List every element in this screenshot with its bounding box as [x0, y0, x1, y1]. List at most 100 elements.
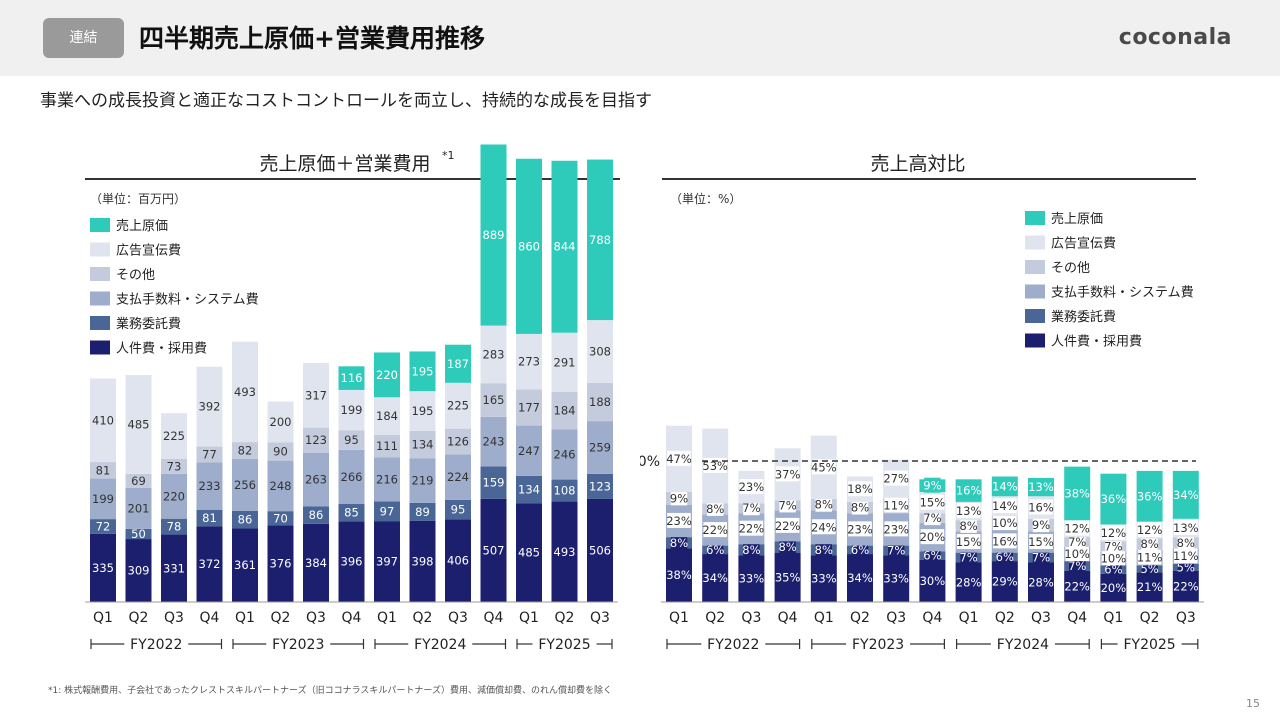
- bar-segment-fees-system: [303, 452, 329, 507]
- data-label-box: [956, 534, 981, 550]
- data-label-outsourcing: 134: [518, 483, 540, 497]
- data-label-box: [1137, 522, 1162, 538]
- data-label-fees-system: 233: [199, 479, 221, 493]
- data-label-outsourcing: 86: [309, 508, 324, 522]
- data-label-fees-system: 248: [270, 479, 292, 493]
- data-label-box: [920, 529, 945, 545]
- x-tick-label: Q4: [778, 610, 798, 626]
- bar-segment-fees-system: [267, 460, 294, 512]
- amount-unit-label: （単位：百万円）: [90, 191, 186, 206]
- data-label-box: [1174, 548, 1198, 564]
- data-label-box: [1174, 486, 1198, 502]
- data-label-box: [848, 521, 872, 537]
- bar-segment-cogs: [587, 159, 613, 321]
- data-label-fees-system: 10%: [1101, 551, 1127, 565]
- bar-segment-outsourcing: [303, 506, 329, 524]
- data-label-cogs: 844: [554, 240, 576, 254]
- data-label-fees-system: 243: [483, 435, 505, 449]
- data-label-outsourcing: 72: [96, 519, 111, 533]
- x-tick-label: Q3: [1031, 610, 1051, 626]
- data-label-advertising: 13%: [956, 504, 982, 518]
- data-label-box: [1137, 549, 1162, 565]
- data-label-advertising: 12%: [1064, 522, 1090, 536]
- data-label-box: [739, 520, 764, 536]
- data-label-other: 111: [376, 439, 398, 453]
- bar-segment-fees-system: [551, 429, 578, 480]
- data-label-advertising: 392: [199, 400, 221, 414]
- x-tick-label: Q2: [271, 610, 291, 626]
- data-label-outsourcing: 5%: [1140, 562, 1158, 576]
- data-label-advertising: 27%: [883, 472, 909, 486]
- legend-label-cogs: 売上原価: [116, 218, 168, 234]
- data-label-fees-system: 201: [128, 501, 150, 515]
- data-label-box: [775, 517, 800, 533]
- legend-swatch-cogs: [90, 218, 110, 232]
- data-label-other: 95: [344, 433, 359, 447]
- data-label-outsourcing: 89: [415, 505, 430, 519]
- data-label-box: [739, 479, 764, 495]
- bar-segment-advertising: [516, 333, 542, 390]
- data-label-other: 77: [202, 447, 217, 461]
- legend-swatch-fees-system: [90, 291, 110, 306]
- data-label-box: [1105, 538, 1122, 554]
- fiscal-year-label: FY2025: [1123, 637, 1175, 653]
- data-label-cogs: 860: [518, 239, 540, 253]
- legend-label-fees-system: 支払手数料・システム費: [116, 293, 259, 308]
- x-tick-label: Q3: [886, 610, 906, 626]
- data-label-box: [884, 570, 908, 586]
- data-label-box: [667, 512, 691, 528]
- data-label-box: [743, 500, 760, 516]
- x-tick-label: Q3: [1176, 610, 1196, 626]
- data-label-personnel: 34%: [847, 571, 873, 585]
- data-label-outsourcing: 5%: [1177, 560, 1195, 574]
- x-tick-label: Q3: [590, 610, 610, 626]
- bar-segment-outsourcing: [196, 509, 223, 527]
- data-label-box: [812, 519, 836, 535]
- legend-swatch-other: [90, 267, 110, 281]
- data-label-cogs: 14%: [992, 479, 1018, 493]
- bar-segment-other: [480, 383, 507, 417]
- data-label-box: [1065, 578, 1089, 594]
- bar-segment-cogs: [516, 158, 542, 334]
- data-label-box: [812, 570, 836, 586]
- data-label-box: [1069, 558, 1086, 574]
- data-label-advertising: 37%: [775, 467, 801, 481]
- data-label-fees-system: 15%: [1028, 535, 1054, 549]
- data-label-cogs: 889: [483, 228, 505, 242]
- data-label-advertising: 291: [554, 355, 576, 369]
- bar-segment-outsourcing: [267, 511, 294, 526]
- bar-segment-advertising: [196, 366, 223, 447]
- x-tick-label: Q2: [413, 610, 433, 626]
- data-label-box: [924, 477, 941, 493]
- bar-segment-outsourcing: [374, 501, 400, 522]
- data-label-outsourcing: 50: [131, 527, 146, 541]
- data-label-box: [707, 500, 724, 516]
- data-label-outsourcing: 6%: [706, 543, 724, 557]
- bar-segment-advertising: [338, 389, 365, 431]
- data-label-box: [993, 515, 1017, 531]
- data-label-box: [956, 482, 981, 498]
- data-label-other: 8%: [851, 501, 869, 515]
- fiscal-year-label: FY2025: [538, 637, 590, 653]
- bar-segment-personnel: [125, 539, 152, 602]
- data-label-advertising: 485: [128, 417, 150, 431]
- legend-label-personnel: 人件費・採用費: [116, 342, 207, 357]
- bar-segment-other: [587, 382, 613, 422]
- x-tick-label: Q1: [669, 610, 689, 626]
- bar-segment-other: [445, 428, 471, 455]
- bar-segment-personnel: [409, 520, 436, 602]
- data-label-advertising: 12%: [1137, 523, 1163, 537]
- data-label-box: [960, 549, 977, 565]
- data-label-box: [1101, 550, 1126, 566]
- data-label-outsourcing: 6%: [923, 548, 941, 562]
- data-label-advertising: 200: [270, 415, 292, 429]
- cost-ratio-chart: 売上高対比 （単位：%） 売上原価広告宣伝費その他支払手数料・システム費業務委託費人…: [640, 153, 1204, 653]
- data-label-personnel: 38%: [666, 568, 692, 582]
- data-label-other: 9%: [670, 491, 688, 505]
- data-label-outsourcing: 6%: [1104, 563, 1122, 577]
- legend-swatch-personnel: [1025, 333, 1045, 348]
- data-label-box: [920, 494, 945, 510]
- legend-swatch-fees-system: [1025, 284, 1045, 299]
- bar-segment-other: [232, 442, 258, 459]
- legend-swatch-advertising: [1025, 235, 1045, 250]
